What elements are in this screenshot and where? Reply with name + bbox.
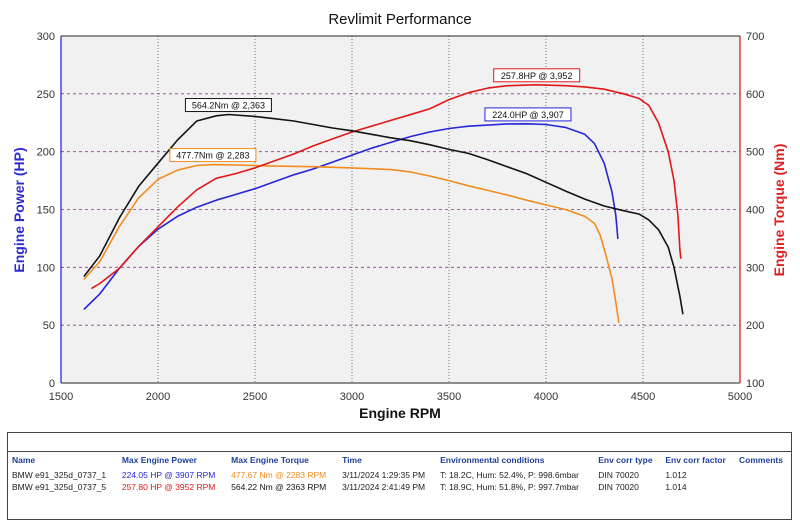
col-max-power: Max Engine Power [121, 455, 197, 465]
col-max-torque: Max Engine Torque [231, 455, 309, 465]
x-tick-label: 4000 [534, 391, 558, 403]
y-right-tick-label: 300 [746, 262, 764, 274]
annotation-box [484, 107, 572, 122]
y-right-tick-label: 500 [746, 147, 764, 159]
y-left-tick-label: 150 [37, 205, 55, 217]
row-env: T: 18.2C, Hum: 52.4%, P: 998.6mbar [440, 470, 579, 480]
x-tick-label: 2000 [146, 391, 170, 403]
y-right-tick-label: 100 [746, 378, 764, 390]
table-row[interactable]: BMW e91_325d_0737_1 224.05 HP @ 3907 RPM… [8, 469, 791, 481]
row-comments [735, 469, 791, 481]
y-left-tick-label: 250 [37, 89, 55, 101]
annotation-label: 257.8HP @ 3,952 [501, 71, 573, 81]
col-comments: Comments [739, 455, 783, 465]
series-line [91, 84, 682, 290]
col-name: Name [12, 455, 36, 465]
row-time: 3/11/2024 2:41:49 PM [342, 482, 426, 492]
y-left-tick-label: 200 [37, 147, 55, 159]
x-tick-label: 2500 [243, 391, 267, 403]
row-corr-type: DIN 70020 [598, 470, 639, 480]
dyno-chart: 1500 2000 2500 3000 3500 4000 4500 5000 0 50 100 15… [11, 11, 787, 421]
row-max-power: 257.80 HP @ 3952 RPM [121, 482, 216, 492]
x-tick-label: 3500 [437, 391, 461, 403]
col-env: Environmental conditions [440, 455, 545, 465]
annotation-box [493, 68, 581, 83]
y-axis-right-title: Engine Torque (Nm) [771, 144, 787, 277]
row-corr-factor: 1.014 [665, 482, 687, 492]
row-corr-type: DIN 70020 [598, 482, 639, 492]
chart-title: Revlimit Performance [328, 11, 471, 28]
table-row[interactable]: BMW e91_325d_0737_5 257.80 HP @ 3952 RPM… [8, 481, 791, 493]
y-right-tick-label: 700 [746, 31, 764, 43]
results-grid: Name Max Engine Power Max Engine Torque … [8, 452, 791, 493]
chart-canvas: 1500 2000 2500 3000 3500 4000 4500 5000 0 50 100 15… [11, 11, 787, 421]
table-header-row: Name Max Engine Power Max Engine Torque … [8, 452, 791, 469]
results-table: Name Max Engine Power Max Engine Torque … [7, 432, 792, 520]
y-left-tick-label: 50 [43, 320, 55, 332]
annotation-box [184, 98, 272, 113]
col-corr-type: Env corr type [598, 455, 653, 465]
series-line [83, 163, 620, 324]
x-axis-title: Engine RPM [359, 405, 441, 421]
row-name: BMW e91_325d_0737_1 [12, 470, 107, 480]
row-max-torque: 564.22 Nm @ 2363 RPM [231, 482, 327, 492]
x-tick-label: 1500 [49, 391, 73, 403]
table-top-strip [8, 433, 791, 452]
y-right-tick-label: 200 [746, 320, 764, 332]
y-right-tick-label: 400 [746, 205, 764, 217]
annotation-box [169, 148, 257, 163]
y-right-tick-label: 600 [746, 89, 764, 101]
x-tick-label: 4500 [631, 391, 655, 403]
y-left-tick-label: 300 [37, 31, 55, 43]
series-line [83, 113, 684, 315]
x-tick-label: 3000 [340, 391, 364, 403]
x-tick-label: 5000 [728, 391, 752, 403]
row-corr-factor: 1.012 [665, 470, 687, 480]
row-max-torque: 477.67 Nm @ 2283 RPM [231, 470, 327, 480]
annotation-label: 224.0HP @ 3,907 [492, 110, 564, 120]
series-line [83, 123, 619, 310]
row-name: BMW e91_325d_0737_5 [12, 482, 107, 492]
y-left-tick-label: 100 [37, 262, 55, 274]
row-max-power: 224.05 HP @ 3907 RPM [121, 470, 216, 480]
col-time: Time [342, 455, 362, 465]
annotation-label: 564.2Nm @ 2,363 [192, 101, 265, 111]
row-time: 3/11/2024 1:29:35 PM [342, 470, 426, 480]
y-left-tick-label: 0 [49, 378, 55, 390]
y-axis-left-title: Engine Power (HP) [11, 147, 27, 272]
row-env: T: 18.9C, Hum: 51.8%, P: 997.7mbar [440, 482, 579, 492]
annotation-label: 477.7Nm @ 2,283 [176, 151, 249, 161]
row-comments [735, 481, 791, 493]
col-corr-factor: Env corr factor [665, 455, 726, 465]
